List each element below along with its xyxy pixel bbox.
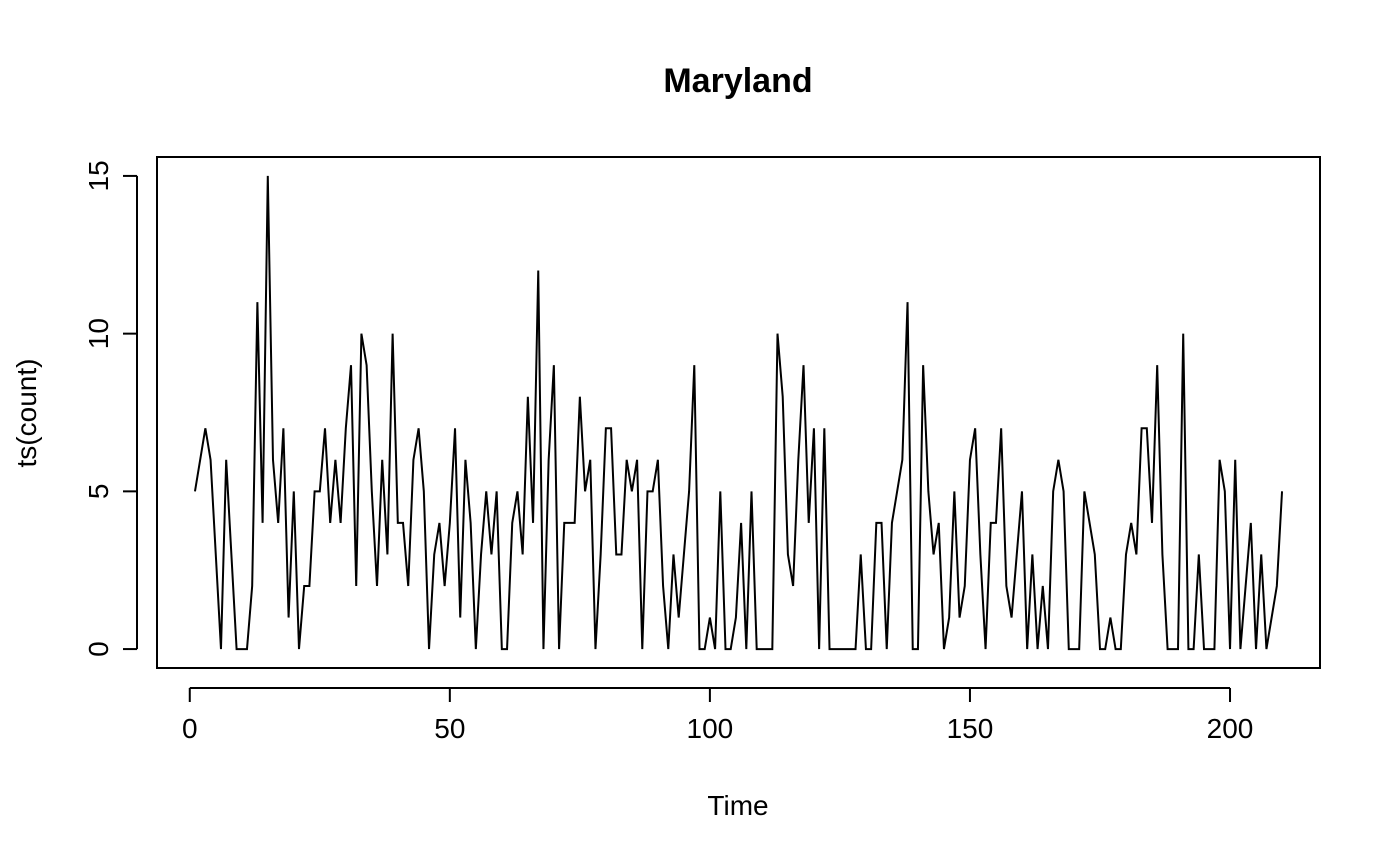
x-tick-label: 0 xyxy=(182,713,198,744)
y-tick-label: 15 xyxy=(83,160,114,191)
y-tick-label: 0 xyxy=(83,641,114,657)
series-line xyxy=(193,175,1284,651)
x-tick-label: 50 xyxy=(434,713,465,744)
x-tick-label: 100 xyxy=(687,713,734,744)
plot-frame xyxy=(156,156,1321,669)
y-tick-label: 5 xyxy=(83,484,114,500)
y-tick-label: 10 xyxy=(83,318,114,349)
x-axis: 0 50 100 150 200 xyxy=(182,687,1254,744)
x-tick-label: 200 xyxy=(1207,713,1254,744)
x-tick-label: 150 xyxy=(947,713,994,744)
y-axis-label: ts(count) xyxy=(11,359,42,468)
x-axis-label: Time xyxy=(707,790,768,821)
y-axis: 0 5 10 15 xyxy=(83,160,138,657)
chart-title: Maryland xyxy=(663,62,812,100)
